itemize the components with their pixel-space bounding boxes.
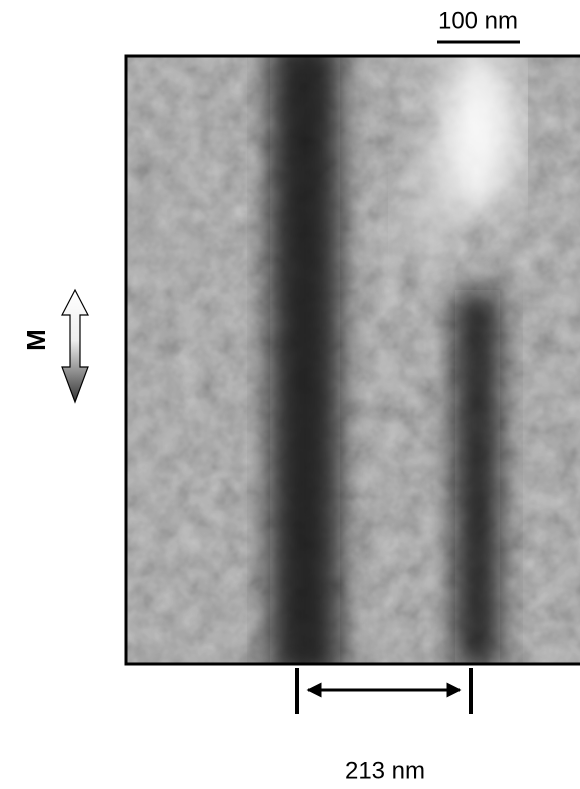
direction-label: M — [21, 329, 51, 351]
measurement-label: 213 nm — [345, 757, 425, 784]
scale-bar-label: 100 nm — [438, 7, 518, 34]
direction-arrow — [62, 290, 88, 402]
micrograph — [127, 40, 580, 680]
figure: 100 nm M 213 nm — [0, 0, 580, 789]
page: 100 nm M 213 nm (() => { const data = JS… — [0, 0, 580, 789]
